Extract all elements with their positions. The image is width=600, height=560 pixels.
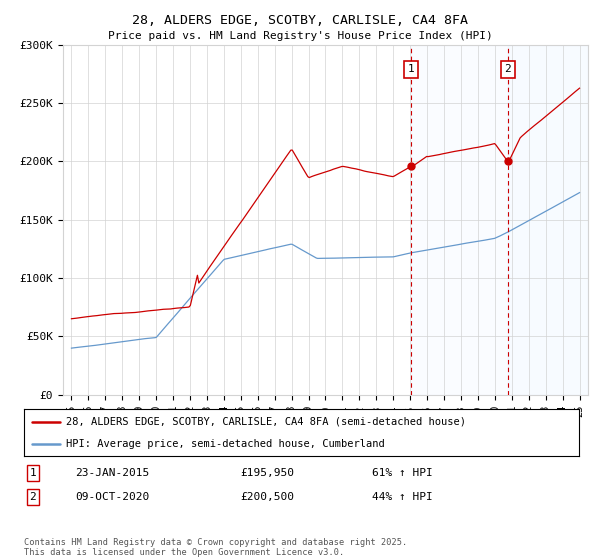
Bar bbox=[508, 45, 588, 395]
Text: 2: 2 bbox=[505, 64, 511, 74]
Text: 44% ↑ HPI: 44% ↑ HPI bbox=[372, 492, 433, 502]
Text: 1: 1 bbox=[29, 468, 37, 478]
Text: HPI: Average price, semi-detached house, Cumberland: HPI: Average price, semi-detached house,… bbox=[65, 438, 385, 449]
Text: Price paid vs. HM Land Registry's House Price Index (HPI): Price paid vs. HM Land Registry's House … bbox=[107, 31, 493, 41]
Text: Contains HM Land Registry data © Crown copyright and database right 2025.
This d: Contains HM Land Registry data © Crown c… bbox=[24, 538, 407, 557]
Text: £195,950: £195,950 bbox=[240, 468, 294, 478]
Text: 61% ↑ HPI: 61% ↑ HPI bbox=[372, 468, 433, 478]
Text: 09-OCT-2020: 09-OCT-2020 bbox=[75, 492, 149, 502]
Text: 2: 2 bbox=[29, 492, 37, 502]
Text: 23-JAN-2015: 23-JAN-2015 bbox=[75, 468, 149, 478]
Text: 1: 1 bbox=[408, 64, 415, 74]
Text: 28, ALDERS EDGE, SCOTBY, CARLISLE, CA4 8FA: 28, ALDERS EDGE, SCOTBY, CARLISLE, CA4 8… bbox=[132, 14, 468, 27]
Bar bbox=[411, 45, 508, 395]
Text: £200,500: £200,500 bbox=[240, 492, 294, 502]
Text: 28, ALDERS EDGE, SCOTBY, CARLISLE, CA4 8FA (semi-detached house): 28, ALDERS EDGE, SCOTBY, CARLISLE, CA4 8… bbox=[65, 417, 466, 427]
